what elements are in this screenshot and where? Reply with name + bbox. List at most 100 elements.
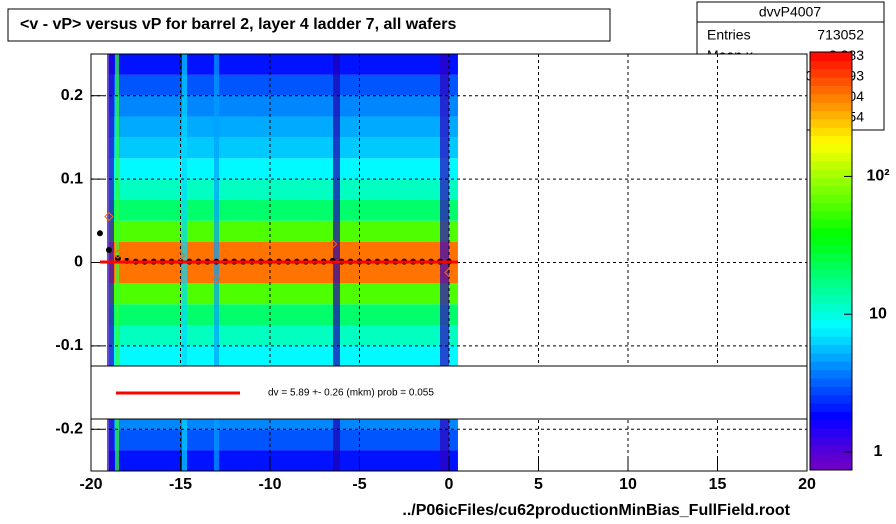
x-tick-label: -20 [79, 476, 102, 493]
palette-strip [810, 419, 852, 429]
palette-strip [810, 85, 852, 95]
mean-point [220, 249, 230, 259]
palette-strip [810, 403, 852, 412]
x-tick-label: 20 [798, 476, 816, 493]
profile-point [105, 246, 112, 253]
heatmap-cell [108, 262, 458, 284]
z-tick-label: 1 [874, 443, 883, 460]
palette-strip [810, 461, 852, 471]
heatmap-cell [108, 95, 458, 117]
palette-strip [810, 202, 852, 212]
palette-strip [810, 294, 852, 304]
x-tick-label: -15 [169, 476, 192, 493]
plot-frame [90, 53, 808, 472]
palette-strip [810, 252, 852, 262]
title-box [7, 8, 611, 42]
palette-strip [810, 160, 852, 170]
palette-strip [810, 219, 852, 229]
stats-label: Entries [707, 27, 751, 43]
palette-strip [810, 110, 852, 120]
heatmap-cell [108, 116, 458, 138]
palette-strip [810, 277, 852, 287]
palette-strip [810, 428, 852, 438]
heatmap-cell [108, 241, 458, 263]
palette-strip [810, 319, 852, 329]
y-tick-label: -0.1 [55, 337, 83, 354]
mean-point [444, 267, 454, 278]
palette-strip [810, 444, 852, 454]
heatmap-cell [108, 450, 458, 471]
y-tick-label: 0.1 [61, 170, 83, 187]
palette-strip [810, 210, 852, 220]
palette-strip [810, 352, 852, 362]
x-tick-label: 10 [619, 476, 637, 493]
x-tick-label: 15 [709, 476, 727, 493]
heatmap-cell [108, 199, 458, 221]
x-axis-label: ../P06icFiles/cu62productionMinBias_Full… [402, 502, 790, 519]
x-tick-label: -10 [258, 476, 281, 493]
palette-strip [810, 311, 852, 321]
palette-frame [809, 51, 853, 471]
palette-strip [810, 261, 852, 270]
mean-point [327, 239, 338, 249]
palette-strip [810, 453, 852, 463]
stats-title: dvvP4007 [759, 4, 821, 20]
z-tick-label: 10 [869, 305, 887, 322]
palette-strip [810, 102, 852, 112]
z-tick-label: 10² [866, 168, 889, 185]
palette-strip [810, 235, 852, 245]
heatmap-cell [108, 74, 458, 96]
profile-point [96, 230, 103, 237]
y-tick-label: 0 [74, 254, 83, 271]
mean-point [104, 211, 114, 222]
x-tick-label: -5 [352, 476, 366, 493]
heatmap-cell [108, 137, 458, 159]
palette-strip [810, 118, 852, 128]
heatmap-cell [108, 429, 458, 451]
heatmap-cell [108, 158, 458, 180]
palette-strip [810, 185, 852, 195]
palette-strip [810, 369, 852, 379]
palette-strip [810, 302, 852, 312]
palette-strip [810, 194, 852, 203]
heatmap-cell [108, 325, 458, 346]
heatmap-cell [108, 304, 458, 326]
y-tick-label: 0.2 [61, 87, 83, 104]
palette-strip [810, 135, 852, 145]
y-tick-label: -0.2 [55, 421, 83, 438]
heatmap-cell [108, 54, 458, 75]
fit-legend-text: dv = 5.89 +- 0.26 (mkm) prob = 0.055 [268, 388, 434, 399]
palette-strip [810, 177, 852, 187]
x-tick-label: 0 [445, 476, 454, 493]
x-tick-label: 5 [534, 476, 543, 493]
palette-strip [810, 327, 852, 337]
palette-strip [810, 227, 852, 237]
palette-strip [810, 378, 852, 387]
palette-strip [810, 60, 852, 70]
palette-strip [810, 436, 852, 446]
palette-strip [810, 269, 852, 279]
palette-strip [810, 244, 852, 254]
mean-point [113, 249, 123, 259]
palette-strip [810, 286, 852, 295]
palette-strip [810, 361, 852, 371]
palette-strip [810, 336, 852, 346]
mean-point [175, 251, 186, 261]
heatmap-cell [108, 179, 458, 200]
mean-point [211, 274, 222, 284]
palette-strip [810, 394, 852, 404]
heatmap-cell [108, 345, 458, 367]
palette-strip [810, 344, 852, 354]
palette-strip [810, 169, 852, 178]
palette-strip [810, 143, 852, 153]
palette-strip [810, 386, 852, 396]
palette-strip [810, 127, 852, 137]
stats-value: 713052 [817, 27, 864, 43]
chart-title: <v - vP> versus vP for barrel 2, layer 4… [20, 16, 457, 33]
palette-strip [810, 152, 852, 162]
palette-strip [810, 93, 852, 103]
palette-strip [810, 411, 852, 421]
palette-strip [810, 77, 852, 86]
palette-strip [810, 52, 852, 61]
